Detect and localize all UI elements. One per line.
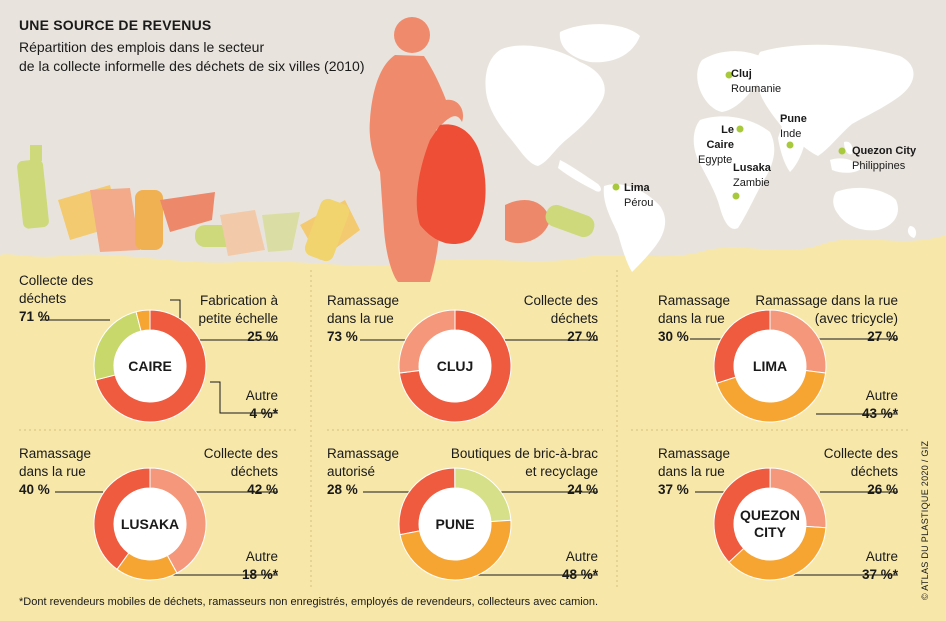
city-dots	[612, 71, 846, 200]
label-lima-tricycle: Ramassage dans la rue (avec tricycle) 27 …	[755, 293, 898, 344]
donut-caire: CAIRE	[93, 309, 207, 423]
leader-lines	[40, 299, 898, 576]
label-quezon-ramassage: Ramassage dans la rue 37 %	[658, 446, 731, 497]
donut-quezon-city: QUEZON CITY	[713, 467, 827, 581]
chart-title: UNE SOURCE DE REVENUS	[19, 17, 212, 33]
label-pune-autre: Autre 48 %*	[561, 549, 598, 582]
label-pune-ramassage: Ramassage autorisé 28 %	[327, 446, 400, 497]
waste-items	[17, 145, 595, 262]
donut-center-label: QUEZON CITY	[740, 507, 800, 540]
label-quezon-collecte: Collecte des déchets 26 %	[823, 446, 898, 497]
donut-center	[419, 488, 491, 560]
donut-center	[114, 488, 186, 560]
donut-center-label: CAIRE	[128, 358, 172, 374]
donut-center-label-line: CITY	[754, 524, 787, 540]
donut-center-label: LUSAKA	[121, 516, 179, 532]
credit: © ATLAS DU PLASTIQUE 2020 / GIZ	[920, 440, 930, 600]
footnote: *Dont revendeurs mobiles de déchets, ram…	[19, 596, 599, 608]
woman-silhouette	[369, 17, 486, 282]
label-caire-fabrication: Fabrication à petite échelle 25 %	[198, 293, 278, 344]
city-dot-lusaka	[732, 192, 740, 200]
donut-slice-3	[116, 552, 178, 581]
city-dot-pune	[786, 141, 794, 149]
label-cluj-collecte: Collecte des déchets 27 %	[523, 293, 598, 344]
label-cluj-ramassage: Ramassage dans la rue 73 %	[327, 293, 400, 344]
map-label-lusaka: Lusaka Zambie	[733, 162, 771, 189]
city-dot-le-caire	[736, 125, 744, 133]
label-lima-ramassage: Ramassage dans la rue 30 %	[658, 293, 731, 344]
donut-center-label-line: QUEZON	[740, 507, 800, 523]
donut-center	[734, 488, 806, 560]
label-lusaka-ramassage: Ramassage dans la rue 40 %	[19, 446, 92, 497]
donut-pune: PUNE	[398, 467, 512, 581]
map-label-le-caire: Le Caire Egypte	[698, 124, 734, 166]
donut-lima: LIMA	[713, 309, 827, 423]
city-dot-cluj	[725, 71, 733, 79]
label-pune-boutiques: Boutiques de bric-à-brac et recyclage 24 …	[450, 446, 598, 497]
label-caire-autre: Autre 4 %*	[245, 388, 278, 421]
donut-center	[114, 330, 186, 402]
donut-lusaka: LUSAKA	[93, 467, 207, 581]
donut-center-label: PUNE	[436, 516, 475, 532]
label-caire-collecte: Collecte des déchets 71 %	[19, 273, 94, 324]
map-label-cluj: Cluj Roumanie	[731, 68, 782, 95]
donut-cluj: CLUJ	[398, 309, 512, 423]
leader-caire-autre	[210, 381, 278, 414]
donut-center	[734, 330, 806, 402]
label-lusaka-collecte: Collecte des déchets 42 %	[203, 446, 278, 497]
donut-slice-3	[716, 369, 827, 423]
label-lusaka-autre: Autre 18 %*	[241, 549, 278, 582]
donut-slice-2	[398, 309, 456, 374]
donut-slice-1	[95, 309, 207, 423]
label-quezon-autre: Autre 37 %*	[861, 549, 898, 582]
chart-subtitle: Répartition des emplois dans le secteur …	[19, 39, 365, 74]
donut-slice-1	[398, 309, 512, 423]
city-dot-lima	[612, 183, 620, 191]
map-label-pune: Pune Inde	[780, 113, 807, 140]
donut-slice-3	[135, 309, 151, 332]
city-dot-quezon	[838, 147, 846, 155]
label-lima-autre: Autre 43 %*	[861, 388, 898, 421]
map-label-lima: Lima Pérou	[624, 182, 654, 209]
world-map	[485, 24, 917, 272]
donut-center-label: CLUJ	[437, 358, 474, 374]
donut-slice-3	[728, 525, 827, 581]
map-label-quezon: Quezon City Philippines	[852, 145, 917, 172]
donut-center-label: LIMA	[753, 358, 787, 374]
donut-slice-3	[399, 519, 512, 581]
donut-center	[419, 330, 491, 402]
